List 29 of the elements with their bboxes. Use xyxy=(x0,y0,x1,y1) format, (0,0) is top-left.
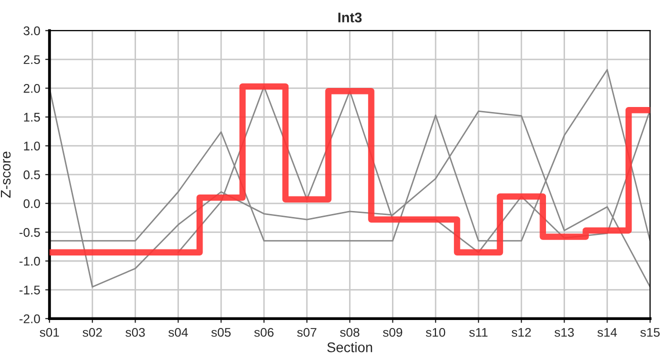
x-axis-title: Section xyxy=(327,342,372,352)
x-tick-label: s14 xyxy=(597,328,617,337)
x-tick-label: s05 xyxy=(211,328,231,337)
y-tick-label: -2.0 xyxy=(19,314,40,324)
x-tick-label: s04 xyxy=(168,328,188,337)
x-tick-label: s15 xyxy=(640,328,660,337)
x-tick-label: s11 xyxy=(469,328,488,337)
y-tick-label: 0.0 xyxy=(24,199,40,208)
x-tick-label: s12 xyxy=(512,328,531,337)
y-axis-title: Z-score xyxy=(0,152,11,198)
y-tick-label: -1.5 xyxy=(19,286,40,294)
x-tick-label: s07 xyxy=(297,328,316,337)
y-tick-label: 0.5 xyxy=(24,170,40,180)
x-tick-label: s09 xyxy=(382,328,402,337)
x-tick-label: s06 xyxy=(254,328,274,337)
x-tick-label: s10 xyxy=(426,328,446,337)
y-tick-label: 2.0 xyxy=(24,84,40,93)
y-tick-label: 1.0 xyxy=(24,142,40,150)
x-tick-label: s08 xyxy=(340,328,360,337)
y-tick-label: 2.5 xyxy=(24,55,40,64)
chart-title: Int3 xyxy=(338,12,362,22)
x-tick-label: s13 xyxy=(554,328,574,337)
y-tick-label: -1.0 xyxy=(19,256,40,266)
y-tick-label: -0.5 xyxy=(19,228,40,237)
x-tick-label: s03 xyxy=(126,328,145,337)
x-tick-label: s02 xyxy=(82,328,102,337)
x-tick-label: s01 xyxy=(40,328,59,337)
y-tick-label: 1.5 xyxy=(24,112,40,122)
y-tick-label: 3.0 xyxy=(24,26,40,36)
